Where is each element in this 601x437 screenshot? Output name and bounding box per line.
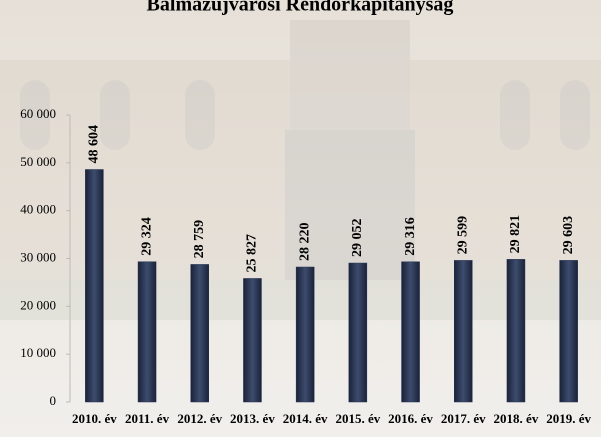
chart-title: Balmazújvárosi Rendőrkapitányság xyxy=(147,0,454,16)
data-label: 29 599 xyxy=(455,216,470,255)
bar xyxy=(190,264,209,403)
data-label: 29 324 xyxy=(139,217,154,256)
x-tick-label: 2018. év xyxy=(494,411,539,426)
x-tick-label: 2011. év xyxy=(125,411,170,426)
x-tick-label: 2014. év xyxy=(283,411,328,426)
y-tick-label: 20 000 xyxy=(20,297,56,312)
data-label: 48 604 xyxy=(87,125,102,164)
data-label: 29 052 xyxy=(350,219,365,258)
data-label: 25 827 xyxy=(245,234,260,273)
bar xyxy=(559,260,578,403)
x-tick-label: 2015. év xyxy=(335,411,380,426)
data-label: 28 220 xyxy=(297,223,312,262)
y-tick-label: 60 000 xyxy=(20,106,56,121)
bar xyxy=(401,261,420,403)
bar xyxy=(506,259,526,403)
x-tick-label: 2010. év xyxy=(72,411,117,426)
data-label: 29 316 xyxy=(403,217,418,256)
x-tick-label: 2013. év xyxy=(230,411,275,426)
y-tick-label: 50 000 xyxy=(20,154,56,169)
bar xyxy=(243,278,262,403)
x-tick-label: 2017. év xyxy=(441,411,486,426)
y-tick-label: 30 000 xyxy=(20,249,56,264)
data-label: 29 603 xyxy=(561,216,576,255)
bar xyxy=(348,262,368,403)
data-label: 28 759 xyxy=(192,220,207,259)
bar xyxy=(137,261,157,403)
x-tick-label: 2012. év xyxy=(177,411,222,426)
data-label: 29 821 xyxy=(508,215,523,254)
bar xyxy=(85,169,104,403)
x-tick-label: 2019. év xyxy=(546,411,591,426)
y-tick-label: 10 000 xyxy=(20,345,56,360)
bar xyxy=(454,260,473,403)
x-tick-label: 2016. év xyxy=(388,411,433,426)
bar xyxy=(295,266,315,403)
y-tick-label: 40 000 xyxy=(20,202,56,217)
y-tick-label: 0 xyxy=(50,393,57,408)
